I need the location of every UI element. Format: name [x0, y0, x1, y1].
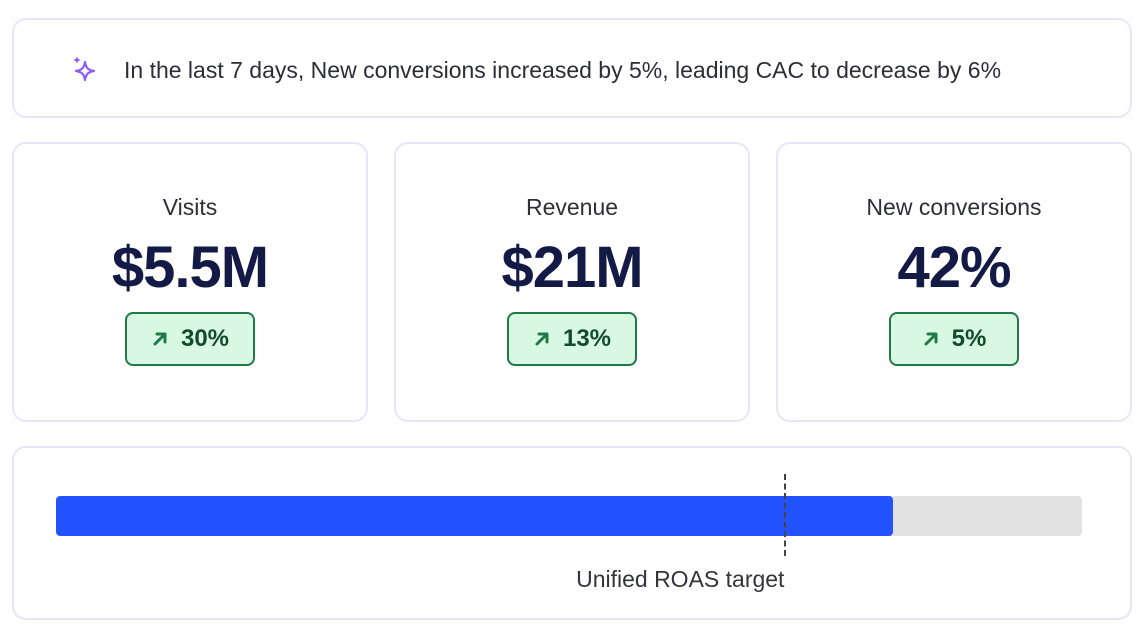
insight-banner: In the last 7 days, New conversions incr… [12, 18, 1132, 118]
metric-value: 42% [897, 235, 1011, 300]
roas-progress-fill [56, 496, 894, 536]
change-value: 30% [180, 325, 230, 352]
sparkle-icon [73, 56, 96, 82]
metric-card-revenue: Revenue $21M 13% [394, 142, 750, 422]
metric-label: Revenue [525, 194, 619, 220]
arrow-up-right-icon [153, 332, 167, 346]
change-value: 5% [951, 325, 987, 352]
metric-label: Visits [162, 194, 218, 220]
arrow-up-right-icon [924, 332, 938, 346]
roas-progress-card: Unified ROAS target [12, 446, 1132, 620]
change-value: 13% [562, 325, 612, 352]
change-badge: 13% [507, 312, 637, 366]
metric-card-new-conversions: New conversions 42% 5% [776, 142, 1132, 422]
metric-value: $21M [501, 235, 643, 300]
arrow-up-right-icon [535, 332, 549, 346]
change-badge: 5% [889, 312, 1019, 366]
roas-target-label: Unified ROAS target [576, 566, 785, 592]
roas-progress-track [56, 496, 1082, 536]
roas-target-marker [784, 474, 787, 556]
metric-value: $5.5M [111, 235, 269, 300]
metric-card-visits: Visits $5.5M 30% [12, 142, 368, 422]
insight-text: In the last 7 days, New conversions incr… [124, 57, 1002, 83]
change-badge: 30% [125, 312, 255, 366]
metric-label: New conversions [866, 194, 1042, 220]
